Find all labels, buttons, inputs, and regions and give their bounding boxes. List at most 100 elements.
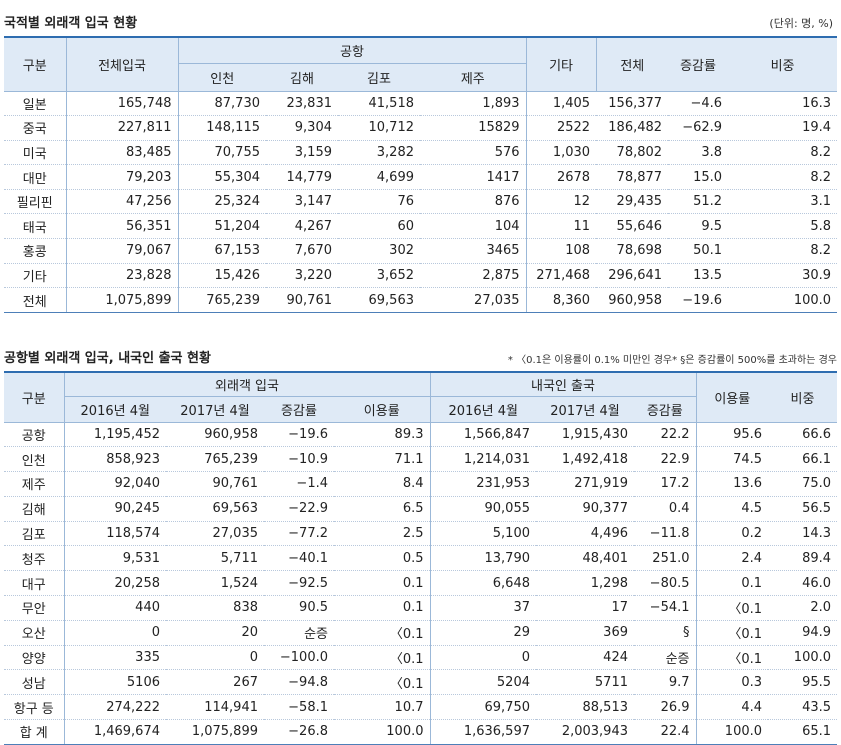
airport-entry-exit-table: 구분 외래객 입국 내국인 출국 이용률 비중 2016년 4월 2017년 4… <box>4 371 838 745</box>
table-row: 미국 83,485 70,755 3,159 3,282 576 1,030 78,802 3.… <box>4 140 838 166</box>
table-cell: 9.7 <box>634 669 697 696</box>
table-cell: 30.9 <box>728 263 838 289</box>
table-cell: 4,699 <box>338 164 420 190</box>
table-cell: 60 <box>338 213 420 240</box>
table-row: 대구 20,258 1,524 −92.5 0.1 6,648 1,298 −80.5 0.1 4… <box>4 570 838 597</box>
table-cell: 114,941 <box>166 694 264 721</box>
table-cell: 83,485 <box>66 140 179 166</box>
table-cell: 9,304 <box>266 115 338 141</box>
table-cell: 5,100 <box>430 521 536 547</box>
th-airport: 공항 <box>178 36 527 64</box>
table-cell: 29 <box>430 620 536 646</box>
th-other: 기타 <box>526 36 597 92</box>
table-row: 합 계 1,469,674 1,075,899 −26.8 100.0 1,636,597… <box>4 719 838 745</box>
table-cell: 2.5 <box>334 521 431 547</box>
table-cell: 15,426 <box>178 263 266 289</box>
table-cell: −54.1 <box>634 595 697 621</box>
table-cell: 90,761 <box>266 287 338 313</box>
table-cell: 13.6 <box>696 471 769 497</box>
table-cell: 90,377 <box>536 496 634 522</box>
table-cell: 95.5 <box>768 669 838 696</box>
table-cell: −1.4 <box>264 471 334 497</box>
table-cell: 100.0 <box>768 645 838 671</box>
table-cell: 876 <box>420 189 527 215</box>
th2-fe-change: 증감률 <box>264 396 334 423</box>
table-cell: 55,646 <box>596 213 669 240</box>
table-cell: 94.9 <box>768 620 838 646</box>
th2-de-2016: 2016년 4월 <box>430 396 536 423</box>
th2-usage: 이용률 <box>696 371 769 423</box>
th-total: 전체 <box>596 36 669 92</box>
table2-note: * 〈0.1은 이용률이 0.1% 미만인 경우* §은 증감률이 500%를 … <box>507 355 837 366</box>
table-cell: 17 <box>536 595 634 621</box>
table-cell: 271,919 <box>536 471 634 497</box>
table-cell: 65.1 <box>768 719 838 745</box>
table-row: 항구 등 274,222 114,941 −58.1 10.7 69,750 88,513 2… <box>4 694 838 721</box>
table-cell: −10.9 <box>264 446 334 473</box>
table-cell: 424 <box>536 645 634 671</box>
table-cell: 118,574 <box>64 521 166 547</box>
table-row: 청주 9,531 5,711 −40.1 0.5 13,790 48,401 251.0 2.4… <box>4 545 838 572</box>
table-cell: −77.2 <box>264 521 334 547</box>
table2-body: 공항 1,195,452 960,958 −19.6 89.3 1,566,847 1,91… <box>4 422 838 745</box>
table-cell: 335 <box>64 645 166 671</box>
table-cell: 20,258 <box>64 570 166 597</box>
table-cell: 8.2 <box>728 238 838 264</box>
table-cell: 271,468 <box>526 263 597 289</box>
table-cell: 88,513 <box>536 694 634 721</box>
table-cell: 89.3 <box>334 422 431 448</box>
table-cell: 8.4 <box>334 471 431 497</box>
table-cell: 765,239 <box>178 287 266 313</box>
row-label: 대구 <box>4 570 65 597</box>
row-label: 홍콩 <box>4 238 67 264</box>
th2-foreign-entry: 외래객 입국 <box>64 371 431 397</box>
table-cell: 838 <box>166 595 264 621</box>
row-label: 양양 <box>4 645 65 671</box>
table-row: 일본 165,748 87,730 23,831 41,518 1,893 1,405 156… <box>4 91 838 117</box>
table-cell: −22.9 <box>264 496 334 522</box>
table-cell: 26.9 <box>634 694 697 721</box>
table-cell: 78,877 <box>596 164 669 190</box>
row-label: 오산 <box>4 620 65 646</box>
table-cell: 14,779 <box>266 164 338 190</box>
table-row: 공항 1,195,452 960,958 −19.6 89.3 1,566,847 1,91… <box>4 422 838 448</box>
row-label: 청주 <box>4 545 65 572</box>
table-cell: 90,245 <box>64 496 166 522</box>
table-cell: 1,915,430 <box>536 422 634 448</box>
table-cell: 8,360 <box>526 287 597 313</box>
table-cell: 27,035 <box>166 521 264 547</box>
table-cell: 22.2 <box>634 422 697 448</box>
table-cell: 56.5 <box>768 496 838 522</box>
table-cell: 14.3 <box>768 521 838 547</box>
th-change: 증감률 <box>668 36 729 92</box>
table-cell: 51,204 <box>178 213 266 240</box>
table-cell: 76 <box>338 189 420 215</box>
table-cell: 19.4 <box>728 115 838 141</box>
table-cell: 90,761 <box>166 471 264 497</box>
table-cell: 13.5 <box>668 263 729 289</box>
table-row: 김해 90,245 69,563 −22.9 6.5 90,055 90,377 0.4 4.5… <box>4 496 838 522</box>
table-cell: 9,531 <box>64 545 166 572</box>
table-cell: 92,040 <box>64 471 166 497</box>
table-cell: 0 <box>64 620 166 646</box>
table-cell: 〈0.1 <box>696 645 769 671</box>
table-row: 전체 1,075,899 765,239 90,761 69,563 27,035 8,36… <box>4 287 838 313</box>
table-row: 김포 118,574 27,035 −77.2 2.5 5,100 4,496 −11.8 0.… <box>4 521 838 547</box>
th-gubun: 구분 <box>4 36 67 92</box>
table-cell: 43.5 <box>768 694 838 721</box>
table-cell: 10.7 <box>334 694 431 721</box>
table-cell: 6,648 <box>430 570 536 597</box>
table-cell: 100.0 <box>728 287 838 313</box>
table-cell: 227,811 <box>66 115 179 141</box>
table-cell: 2,003,943 <box>536 719 634 745</box>
th2-share: 비중 <box>768 371 838 423</box>
row-label: 필리핀 <box>4 189 67 215</box>
table-cell: 1,893 <box>420 91 527 117</box>
table-cell: 17.2 <box>634 471 697 497</box>
table-cell: 순증 <box>264 620 334 646</box>
table-cell: 41,518 <box>338 91 420 117</box>
table-cell: 4.4 <box>696 694 769 721</box>
table-cell: 1,405 <box>526 91 597 117</box>
table-cell: 69,563 <box>338 287 420 313</box>
table-cell: 2.4 <box>696 545 769 572</box>
